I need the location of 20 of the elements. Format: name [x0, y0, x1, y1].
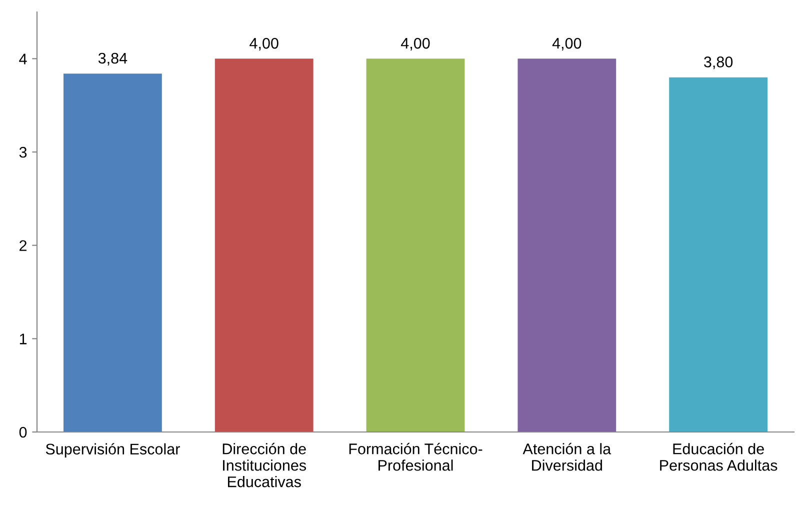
bar	[518, 58, 616, 432]
y-tick-label: 3	[19, 146, 27, 158]
y-tick-label: 4	[19, 54, 27, 64]
x-tick-label: Formación Técnico- Profesional	[349, 442, 482, 471]
x-tick-label: Atención a la Diversidad	[522, 442, 612, 471]
x-tick-label: Educación de Personas Adultas	[660, 442, 778, 471]
y-tick-label: 2	[20, 240, 27, 251]
data-label: 4,00	[400, 38, 430, 51]
y-tick-label: 1	[20, 334, 27, 344]
bar	[366, 58, 465, 432]
data-label: 3,80	[704, 56, 733, 70]
data-label: 3,84	[98, 52, 128, 66]
data-label: 4,00	[552, 38, 582, 51]
bar	[669, 77, 768, 432]
bar	[63, 74, 162, 432]
bar	[214, 58, 314, 432]
x-tick-label: Dirección de Instituciones Educativas	[222, 442, 306, 488]
y-tick-label: 0	[19, 426, 27, 438]
x-tick-label: Supervisión Escolar	[46, 443, 180, 458]
data-label: 4,00	[250, 38, 278, 51]
